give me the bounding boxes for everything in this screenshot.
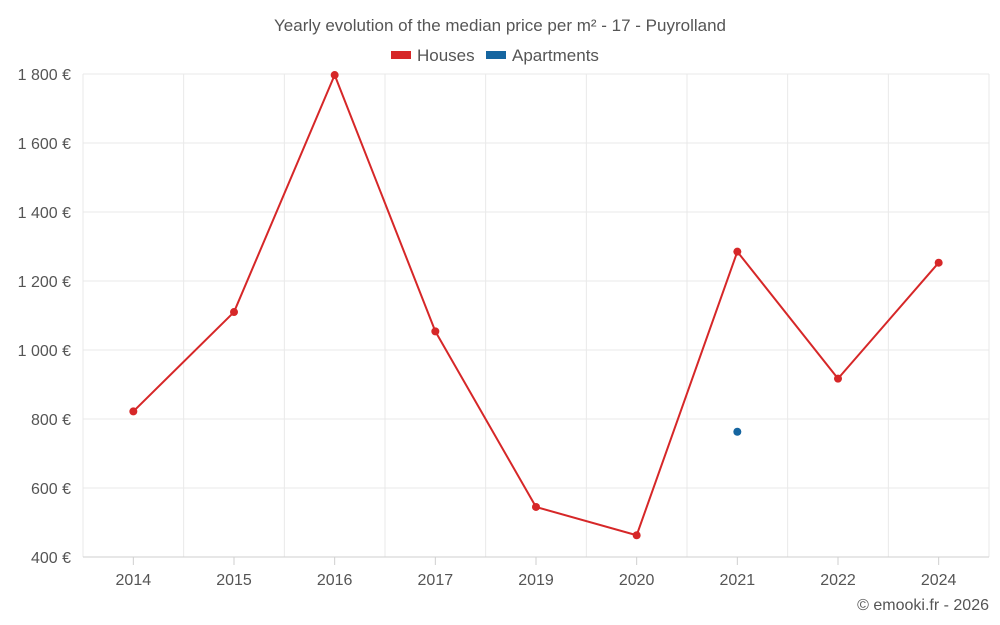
data-point-houses-2015[interactable] [230,308,238,317]
data-point-houses-2022[interactable] [834,374,842,383]
x-tick-label-2019: 2019 [518,572,554,589]
y-tick-label-4: 1 200 € [18,274,71,291]
data-point-houses-2014[interactable] [129,407,138,416]
grid [82,73,990,558]
data-point-houses-2017[interactable] [431,327,440,336]
legend-apartments-swatch [486,51,506,59]
data-point-houses-2021[interactable] [733,247,742,256]
y-tick-label-3: 1 000 € [18,343,71,360]
x-tick-label-2024: 2024 [921,572,957,589]
legend-apartments-label: Apartments [512,46,599,65]
x-tick-label-2015: 2015 [216,572,252,589]
data-point-houses-2024[interactable] [934,258,943,267]
data-point-houses-2020[interactable] [632,531,641,540]
legend-houses-swatch [391,51,411,59]
footer-credit: © emooki.fr - 2026 [857,597,989,614]
data-point-apartments-2021[interactable] [733,427,742,436]
y-tick-label-0: 400 € [31,550,71,567]
axes: 400 € 600 € 800 € 1 000 € 1 200 € 1 400 € 1 60… [18,67,989,589]
x-tick-label-2022: 2022 [820,572,856,589]
y-tick-label-1: 600 € [31,481,71,498]
series [129,71,943,540]
data-point-houses-2016[interactable] [330,71,339,80]
legend-item-apartments[interactable]: Apartments [486,46,599,65]
series-line-houses [132,74,940,537]
y-tick-label-7: 1 800 € [18,67,71,84]
y-tick-label-6: 1 600 € [18,136,71,153]
x-tick-label-2020: 2020 [619,572,655,589]
legend-item-houses[interactable]: Houses [391,46,475,65]
x-tick-label-2017: 2017 [418,572,454,589]
y-tick-label-2: 800 € [31,412,71,429]
x-tick-label-2016: 2016 [317,572,353,589]
x-tick-label-2021: 2021 [720,572,756,589]
data-point-houses-2019[interactable] [532,502,540,511]
x-tick-label-2014: 2014 [116,572,152,589]
legend-houses-label: Houses [417,46,475,65]
legend[interactable]: Houses Apartments [391,46,599,65]
y-tick-label-5: 1 400 € [18,205,71,222]
chart-title: Yearly evolution of the median price per… [274,16,726,35]
